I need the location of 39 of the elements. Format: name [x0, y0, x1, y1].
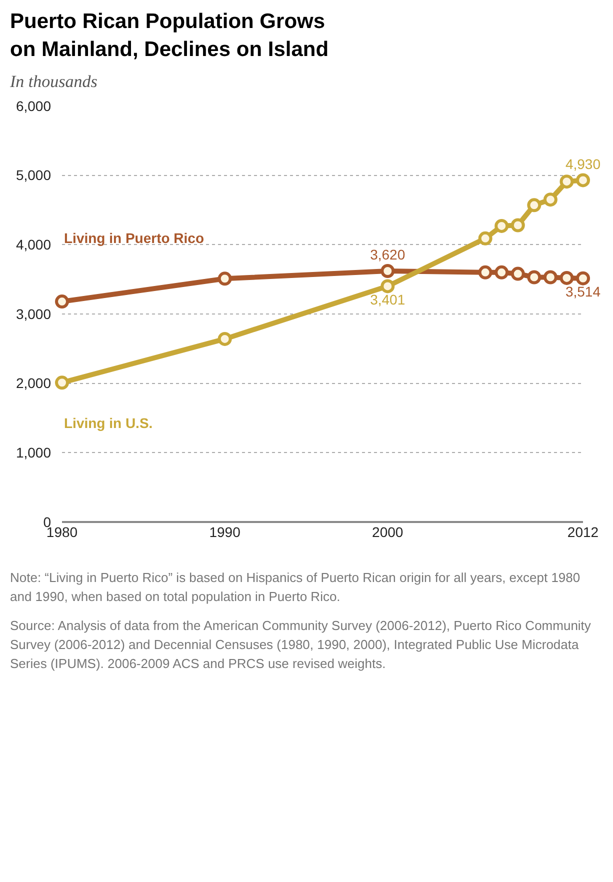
point [527, 270, 542, 284]
text: Note: “Living in Puerto Rico” is based on Hispanics of Puerto Rican origin for all years, except 1980 and 1990, when based on total population in Puerto Rico. [10, 569, 582, 606]
y-tick-label: 4,000 [16, 236, 52, 253]
point [55, 376, 69, 390]
y-tick-label: 3,000 [16, 306, 52, 322]
point [576, 271, 590, 286]
y-tick-label: 1,000 [16, 444, 52, 461]
point [543, 192, 558, 207]
point [478, 231, 492, 246]
text: Living in Puerto Rico [64, 230, 204, 246]
y-tick-label: 5,000 [16, 167, 52, 184]
point [494, 265, 509, 280]
x-tick-label: 2012 [567, 524, 599, 540]
source-note: Source: Analysis of data from the American Community Survey (2006-2012), Puerto Rico Community Survey (2006-2012) and Decennial Censuses (1980, 1990, 2000), Integrated Public Use Microdata Series (IPUMS). 2006-2009 ACS and PRCS use revised weights. [10, 617, 592, 673]
series-label: Living in U.S. [64, 415, 153, 431]
data-label: 3,514 [565, 284, 601, 300]
point [510, 266, 525, 281]
x-tick-label: 2000 [372, 524, 404, 540]
point [380, 279, 395, 294]
point [527, 198, 542, 212]
data-label: 3,620 [370, 246, 406, 263]
point [510, 218, 525, 232]
y-tick-label: 2,000 [16, 375, 52, 392]
data-label: 4,930 [565, 156, 601, 172]
chart-subtitle: In thousands [10, 72, 98, 92]
point [494, 218, 509, 233]
data-label: 3,401 [370, 292, 406, 308]
x-tick-label: 1990 [209, 524, 241, 540]
point [543, 270, 558, 284]
point [55, 294, 69, 309]
point [380, 264, 395, 278]
point [576, 173, 590, 188]
point [218, 332, 232, 346]
point [560, 270, 574, 285]
point [478, 265, 492, 280]
chart-title: Puerto Rican Population Grows on Mainland, Declines on Island [10, 9, 330, 63]
y-tick-label: 6,000 [16, 98, 52, 114]
point [560, 174, 574, 189]
point [218, 272, 232, 286]
